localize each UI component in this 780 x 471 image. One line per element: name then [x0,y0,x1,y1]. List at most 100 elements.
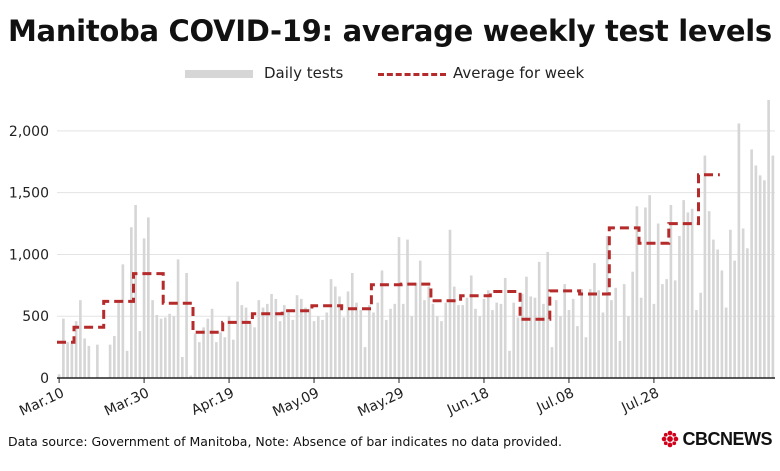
daily-tests-bar [448,229,452,378]
daily-tests-bar [121,264,125,378]
daily-tests-bar [678,235,681,378]
daily-tests-bar [741,228,745,378]
daily-tests-bar [491,310,494,378]
daily-tests-bar [185,272,188,378]
daily-tests-bar [605,235,609,378]
daily-tests-bar [134,205,137,378]
daily-tests-bar [622,284,626,378]
weekly-average-line [57,173,720,344]
daily-tests-bar [66,342,69,378]
x-tick-label: Jul.08 [533,385,576,416]
daily-tests-bar [571,298,575,378]
daily-tests-bar [593,263,596,378]
daily-tests-bar [240,305,244,378]
daily-tests-bar [461,305,465,378]
daily-tests-bar [542,303,545,378]
daily-tests-bar [295,295,299,378]
daily-tests-bar [508,350,511,378]
daily-tests-bar [113,335,116,378]
daily-tests-bar [520,293,524,378]
y-tick-label: 500 [22,309,49,325]
daily-tests-bar [682,200,685,378]
daily-tests-bar [486,290,490,378]
daily-tests-bar [631,271,634,378]
y-tick-label: 1,000 [9,247,49,263]
daily-tests-bar [648,195,651,378]
daily-tests-bar [754,165,758,378]
daily-tests-bar [299,298,303,378]
daily-tests-bar [639,297,643,378]
daily-tests-bar [563,284,567,378]
daily-tests-bar [614,287,617,378]
daily-tests-bar [312,321,316,378]
daily-tests-bar [452,286,456,378]
daily-tests-bar [529,296,533,378]
daily-tests-bar [601,312,605,378]
daily-tests-bar [253,327,256,378]
daily-tests-bar [724,307,728,378]
daily-tests-bar [172,316,176,378]
daily-tests-bar [644,207,647,378]
daily-tests-bar [151,300,154,378]
y-tick-label: 0 [40,371,49,387]
daily-tests-bar [367,305,371,378]
daily-tests-bar [482,298,486,378]
daily-tests-bar [580,289,584,378]
x-tick-label: May.09 [270,385,321,420]
daily-tests-bar [108,344,112,378]
cbc-gem-icon [661,430,678,448]
daily-tests-bar [215,342,218,378]
daily-tests-bar [304,307,307,378]
daily-tests-bar [418,260,422,378]
daily-tests-bar [181,356,184,378]
daily-tests-bar [406,239,409,378]
daily-tests-bar [431,303,435,378]
daily-tests-bar [695,310,698,378]
daily-tests-bar [244,307,248,378]
daily-tests-bar [74,321,78,378]
legend-bar-swatch [185,70,253,78]
daily-tests-bar [469,275,473,378]
daily-tests-bar [363,347,367,378]
daily-tests-bar [771,155,775,378]
daily-tests-bar [206,318,210,378]
daily-tests-bar [465,297,469,378]
daily-tests-bar [576,326,579,378]
daily-tests-bar [567,310,571,378]
daily-tests-bar [703,155,707,378]
daily-tests-bar [597,290,601,378]
daily-tests-bar [257,300,261,378]
daily-tests-bar [389,308,392,378]
daily-tests-bar [380,270,384,378]
daily-tests-bar [142,238,146,378]
daily-tests-bar [138,331,142,378]
daily-tests-bar [758,175,762,378]
daily-tests-bar [618,340,622,378]
daily-tests-bar [87,345,91,378]
daily-tests-bar [333,286,337,378]
x-tick-label: Jul.28 [618,385,661,416]
daily-tests-bar [686,212,690,378]
daily-tests-bar [733,260,736,378]
daily-tests-bar [287,312,290,378]
daily-tests-bar [355,302,358,378]
daily-tests-bar [495,302,499,378]
daily-tests-bar [325,312,329,378]
daily-tests-bar [750,149,753,378]
daily-tests-bar [308,308,312,378]
daily-tests-bar [673,280,677,378]
daily-tests-bar [248,322,252,378]
daily-tests-bar [423,300,426,378]
daily-tests-bar [231,339,235,378]
daily-tests-bar [168,313,171,378]
legend-label-weekly-average: Average for week [453,64,585,82]
daily-tests-bar [665,279,668,378]
daily-tests-bar [329,279,333,378]
daily-tests-bar [57,374,61,378]
daily-tests-bar [435,316,439,378]
cbc-news-logo: CBCNEWS [661,428,772,450]
daily-tests-bar [699,292,702,378]
daily-tests-bar [62,318,65,378]
daily-tests-bar [635,206,639,378]
daily-tests-bar [376,302,380,378]
